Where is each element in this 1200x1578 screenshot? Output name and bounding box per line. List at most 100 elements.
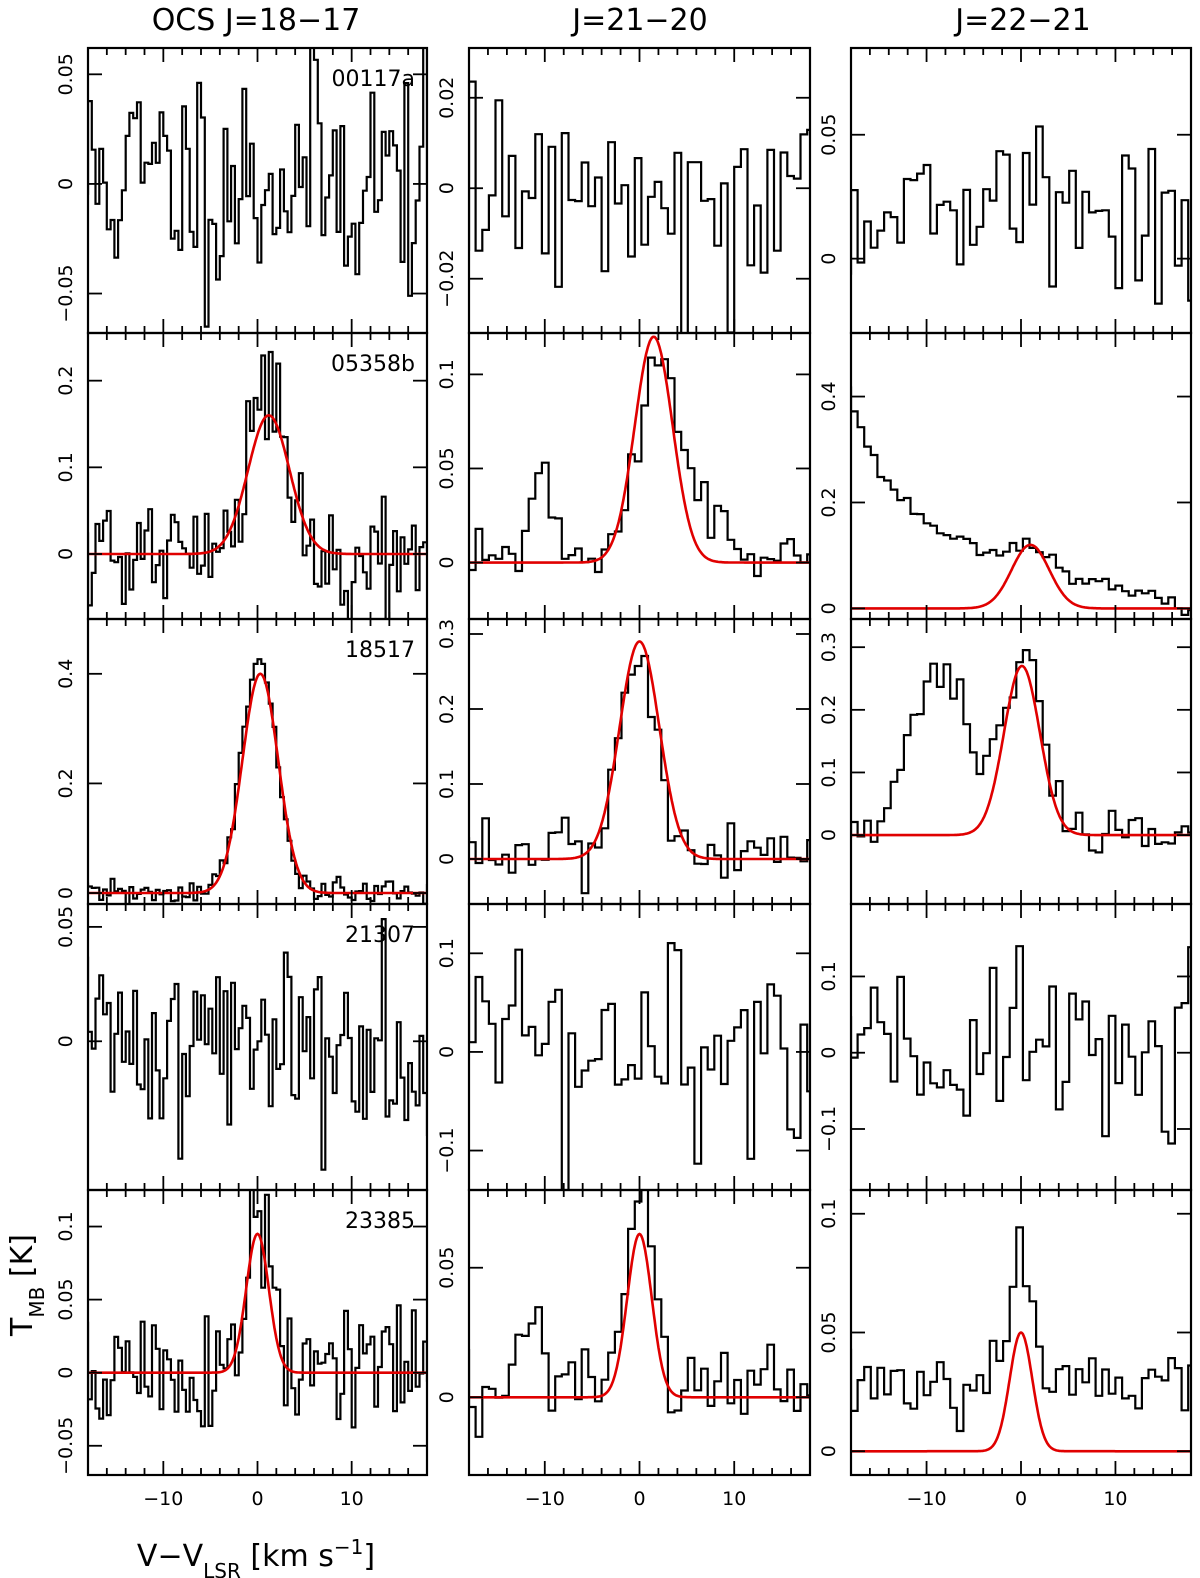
- column-title-21-20: J=21−20: [570, 3, 707, 38]
- y-tick-label: 0.1: [818, 961, 840, 991]
- y-tick-label: −0.1: [818, 1106, 840, 1152]
- y-tick-label: 0: [818, 602, 840, 614]
- spectrum-panel-r3-c0: 0 0.05 21307: [55, 902, 429, 1192]
- y-tick-label: 0.02: [436, 77, 458, 119]
- panel-plot-area: [469, 1190, 810, 1438]
- observed-spectrum: [88, 1190, 427, 1429]
- y-tick-label: 0: [55, 178, 77, 190]
- x-tick-label: −10: [525, 1488, 565, 1510]
- x-axis-label: V−VLSR [km s−1]: [137, 1535, 375, 1578]
- observed-spectrum: [851, 945, 1191, 1145]
- panel-plot-area: [88, 918, 427, 1171]
- panel-frame: [849, 46, 1193, 335]
- y-tick-label: 0: [436, 1046, 458, 1058]
- y-tick-label: 0: [818, 1445, 840, 1457]
- y-tick-label: 0: [436, 557, 458, 569]
- observed-spectrum: [851, 386, 1191, 616]
- y-tick-label: 0.05: [55, 53, 77, 95]
- y-tick-label: 0.2: [55, 366, 77, 396]
- spectrum-panel-r0-c1: −0.02 0 0.02: [436, 46, 812, 335]
- observed-spectrum: [851, 125, 1191, 305]
- source-name-label: 21307: [345, 923, 415, 948]
- y-tick-label: 0.1: [436, 769, 458, 799]
- spectrum-panel-r1-c0: 0 0.1 0.2 05358b: [55, 331, 429, 621]
- panel-frame: [467, 902, 812, 1192]
- spectrum-panel-r2-c2: 0 0.1 0.2 0.3: [818, 617, 1193, 906]
- gaussian-fit-line: [469, 1232, 810, 1399]
- y-tick-label: 0.3: [436, 619, 458, 649]
- x-tick-label: 10: [1103, 1488, 1127, 1510]
- panel-frame: [467, 46, 812, 335]
- spectrum-panel-r4-c2: −10 0 10 0 0.05 0.1: [818, 1188, 1193, 1510]
- y-tick-label: 0: [55, 1035, 77, 1047]
- panel-frame: [849, 331, 1193, 621]
- x-tick-label: −10: [143, 1488, 183, 1510]
- spectrum-panel-r4-c0: −10 0 10 −0.05 0 0.05 0.1 23385: [55, 1188, 429, 1510]
- panel-plot-area: [88, 350, 427, 619]
- observed-spectrum: [469, 80, 810, 333]
- observed-spectrum: [469, 1190, 810, 1438]
- gaussian-fit-line: [469, 640, 810, 861]
- observed-spectrum: [469, 356, 810, 578]
- spectra-panel-grid: −0.05 0 0.05 00117a −0.02 0 0.02 0 0.05 0 0.1 0.2 05…: [55, 46, 1193, 1510]
- x-tick-label: 0: [251, 1488, 263, 1510]
- x-tick-label: 0: [633, 1488, 645, 1510]
- y-tick-label: 0: [55, 887, 77, 899]
- y-tick-label: 0.05: [436, 447, 458, 489]
- column-title-ocs-18-17: OCS J=18−17: [152, 3, 361, 38]
- y-tick-label: −0.05: [55, 264, 77, 322]
- panel-plot-area: [469, 80, 810, 333]
- panel-plot-area: [469, 335, 810, 578]
- spectrum-panel-r3-c2: −0.1 0 0.1: [818, 902, 1193, 1192]
- y-tick-label: 0: [55, 1367, 77, 1379]
- observed-spectrum: [88, 658, 427, 904]
- y-tick-label: 0: [818, 829, 840, 841]
- panel-frame: [467, 617, 812, 906]
- y-tick-label: 0.2: [55, 768, 77, 798]
- observed-spectrum: [469, 942, 810, 1190]
- y-tick-label: −0.1: [436, 1127, 458, 1173]
- y-tick-label: 0.2: [818, 695, 840, 725]
- spectrum-panel-r4-c1: −10 0 10 0 0.05: [436, 1188, 812, 1510]
- panel-plot-area: [88, 1190, 427, 1429]
- observed-spectrum: [88, 48, 427, 328]
- panel-plot-area: [851, 649, 1191, 854]
- gaussian-fit-line: [88, 1232, 427, 1374]
- y-tick-label: 0.05: [55, 906, 77, 948]
- observed-spectrum: [88, 918, 427, 1171]
- x-tick-label: 0: [1015, 1488, 1027, 1510]
- gaussian-fit-line: [469, 335, 810, 564]
- x-tick-label: 10: [722, 1488, 746, 1510]
- spectrum-panel-r2-c0: 0 0.2 0.4 18517: [55, 617, 429, 906]
- y-tick-label: 0.1: [55, 452, 77, 482]
- observed-spectrum: [469, 654, 810, 895]
- y-axis-label: TMB [K]: [5, 1234, 49, 1337]
- observed-spectrum: [851, 1226, 1191, 1433]
- panel-plot-area: [88, 48, 427, 328]
- y-tick-label: 0.3: [818, 632, 840, 662]
- gaussian-fit-line: [88, 672, 427, 895]
- spectrum-panel-r3-c1: −0.1 0 0.1: [436, 902, 812, 1192]
- y-tick-label: 0.4: [818, 381, 840, 411]
- source-name-label: 05358b: [331, 352, 415, 377]
- spectrum-panel-r0-c0: −0.05 0 0.05 00117a: [55, 46, 429, 335]
- y-tick-label: −0.02: [436, 250, 458, 308]
- panel-plot-area: [88, 658, 427, 904]
- source-name-label: 00117a: [332, 67, 415, 92]
- y-tick-label: 0: [436, 182, 458, 194]
- source-name-label: 18517: [345, 638, 415, 663]
- source-name-label: 23385: [345, 1209, 415, 1234]
- y-tick-label: 0: [55, 548, 77, 560]
- y-tick-label: 0.1: [55, 1211, 77, 1241]
- y-tick-label: 0.05: [55, 1278, 77, 1320]
- spectrum-panel-r1-c2: 0 0.2 0.4: [818, 331, 1193, 621]
- panel-plot-area: [851, 945, 1191, 1145]
- gaussian-fit-line: [851, 1331, 1191, 1453]
- observed-spectrum: [88, 350, 427, 619]
- spectrum-panel-r1-c1: 0 0.05 0.1: [436, 331, 812, 621]
- panel-plot-area: [851, 386, 1191, 616]
- gaussian-fit-line: [851, 664, 1191, 837]
- gaussian-fit-line: [851, 543, 1191, 610]
- panel-plot-area: [469, 640, 810, 895]
